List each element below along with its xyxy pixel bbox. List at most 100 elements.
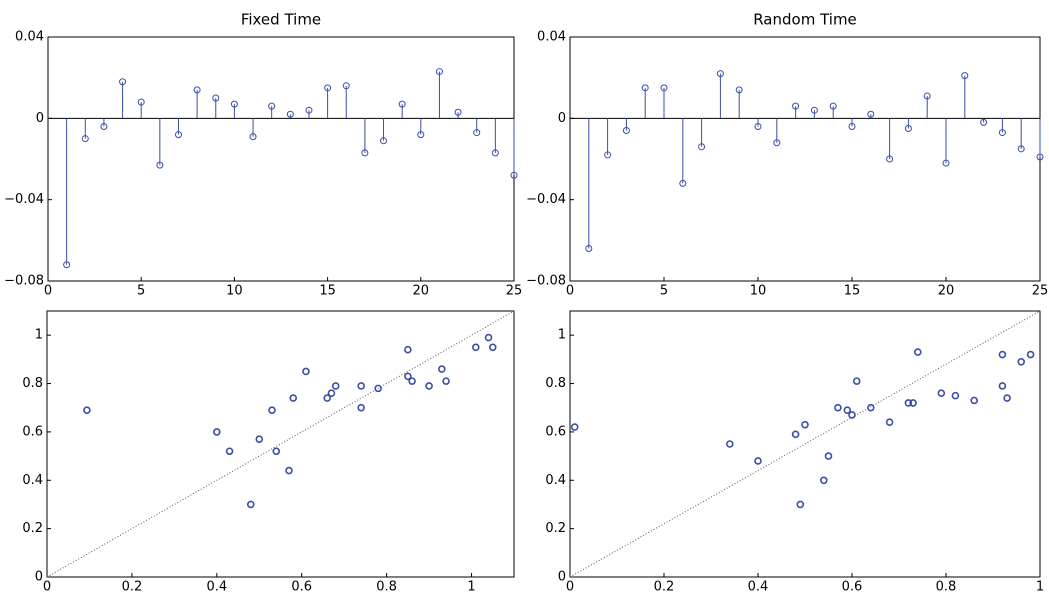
stem-marker (735, 86, 743, 94)
stem-marker (286, 110, 294, 118)
stem-marker (980, 118, 988, 126)
scatter-point (425, 382, 433, 390)
stem-marker (660, 84, 668, 92)
scatter-point (357, 382, 365, 390)
y-tick-label: 0.6 (22, 424, 43, 439)
scatter-point (1017, 357, 1026, 366)
stem-marker (792, 102, 800, 110)
scatter-point (819, 476, 828, 485)
stem-marker (810, 106, 818, 114)
y-tick-label: 0 (558, 570, 566, 585)
stem-marker (454, 108, 462, 116)
scatter-point (471, 343, 480, 352)
scatter-point (285, 466, 293, 475)
stem-marker (174, 131, 182, 139)
y-tick-label: 0.04 (15, 30, 44, 45)
stem-marker (585, 244, 593, 252)
diagonal-reference (569, 310, 1041, 578)
x-tick-label: 0 (43, 580, 51, 593)
chart-title: Random Time (753, 11, 857, 29)
scatter-point (801, 420, 809, 429)
stem-marker (1017, 145, 1025, 153)
chart-title: Fixed Time (241, 11, 321, 29)
scatter-point (904, 399, 913, 407)
subplot: 0 0.2 0.4 0.6 0.8 1 0 0.2 0.4 0.6 0.8 1 (22, 310, 515, 593)
scatter-point (1003, 394, 1011, 402)
scatter-point (225, 447, 234, 456)
scatter-point (246, 500, 255, 509)
y-tick-label: 0.6 (545, 424, 566, 439)
scatter-point (272, 447, 281, 456)
diagonal-reference (46, 310, 515, 578)
x-tick-label: 0.6 (291, 580, 312, 593)
stem-marker (510, 171, 518, 179)
stem-marker (361, 149, 369, 157)
axes-frame (569, 36, 1041, 282)
x-tick-label: 25 (506, 284, 523, 299)
stem-marker (754, 122, 762, 130)
x-tick-label: 0 (44, 284, 52, 299)
x-tick-label: 25 (1032, 284, 1049, 299)
subplot: 0 0.2 0.4 0.6 0.8 1 0 0.2 0.4 0.6 0.8 1 (545, 310, 1044, 593)
y-tick-label: 0.8 (22, 376, 43, 391)
scatter-point (404, 372, 412, 381)
stem-marker (698, 143, 706, 151)
stem-marker (848, 122, 856, 130)
scatter-point (998, 382, 1007, 390)
stem-marker (886, 155, 894, 163)
subplot: Random Time 0 5 10 15 20 25 −0.08 −0.04 0 0.04 (526, 11, 1048, 299)
stem-marker (961, 72, 969, 80)
stem-marker (398, 100, 406, 108)
y-tick-label: 0 (36, 111, 44, 126)
stem-marker (679, 179, 687, 187)
stem-marker (100, 122, 108, 130)
scatter-point (213, 428, 221, 436)
x-tick-label: 15 (844, 284, 861, 299)
scatter-point (725, 440, 734, 448)
y-tick-label: 0 (558, 111, 566, 126)
scatter-point (484, 333, 493, 342)
x-tick-label: 0.2 (122, 580, 143, 593)
y-tick-label: 1 (35, 328, 43, 343)
scatter-point (323, 394, 332, 402)
x-tick-label: 0.6 (842, 580, 863, 593)
scatter-point (331, 382, 340, 390)
scatter-point (843, 406, 852, 414)
scatter-point (255, 435, 264, 443)
stem-marker (137, 98, 145, 106)
x-tick-label: 20 (938, 284, 955, 299)
x-tick-label: 1 (1036, 580, 1044, 593)
x-tick-label: 10 (750, 284, 767, 299)
scatter-point (408, 377, 416, 385)
stem-marker (230, 100, 238, 108)
scatter-point (438, 365, 446, 373)
stem-marker (998, 129, 1006, 137)
scatter-point (488, 343, 497, 352)
stem-marker (342, 82, 350, 90)
stem-marker (380, 137, 388, 145)
scatter-point (796, 500, 805, 509)
scatter-point (754, 457, 762, 465)
y-tick-label: 0.2 (22, 521, 43, 536)
y-tick-label: 0.8 (545, 376, 566, 391)
scatter-point (970, 396, 979, 405)
stem-marker (473, 129, 481, 137)
scatter-point (404, 345, 412, 354)
stem-marker (156, 161, 164, 169)
stem-marker (904, 125, 912, 132)
stem-marker (923, 92, 931, 100)
stem-marker (1036, 153, 1044, 161)
stem-marker (268, 102, 276, 110)
scatter-point (374, 384, 382, 393)
stem-marker (942, 159, 950, 167)
scatter-point (951, 391, 960, 400)
y-tick-label: −0.04 (526, 192, 566, 207)
stem-marker (641, 84, 649, 92)
scatter-point (791, 430, 800, 439)
scatter-point (268, 406, 276, 414)
stem-marker (604, 151, 612, 159)
stem-marker (491, 149, 499, 157)
x-tick-label: 0 (566, 580, 574, 593)
scatter-point (834, 403, 842, 412)
